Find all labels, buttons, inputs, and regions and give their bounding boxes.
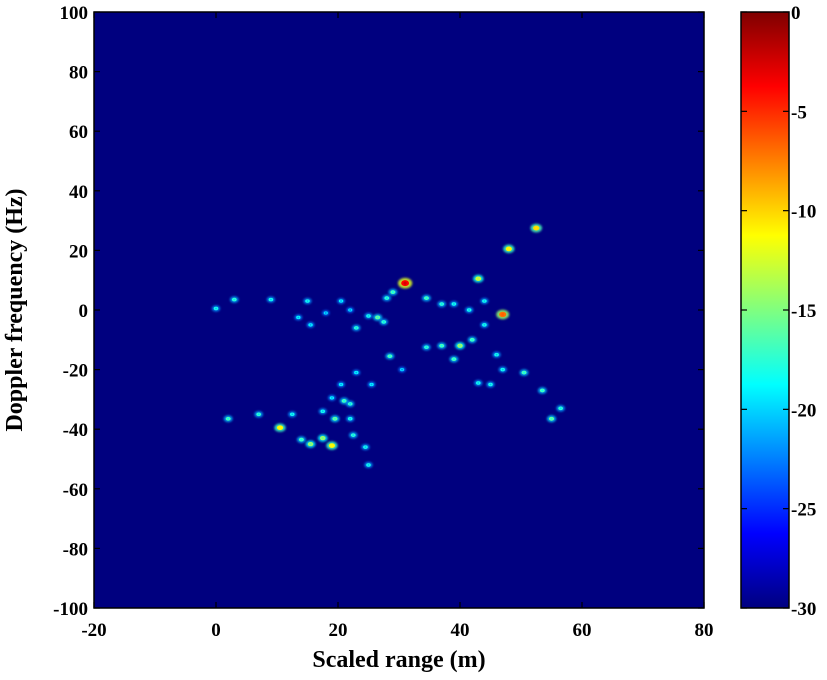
scatter-point <box>327 394 336 401</box>
y-tick-label: 0 <box>79 301 89 322</box>
scatter-point <box>364 461 373 469</box>
scatter-point <box>422 344 431 351</box>
scatter-point <box>346 415 355 422</box>
scatter-point <box>455 342 465 350</box>
scatter-point <box>437 342 447 350</box>
scatter-point <box>322 310 330 316</box>
colorbar-tick-label: -15 <box>791 301 816 322</box>
y-tick-label: -100 <box>53 599 88 620</box>
scatter-point <box>480 297 489 305</box>
y-tick-label: -60 <box>63 480 88 501</box>
y-tick-label: 20 <box>69 241 88 262</box>
scatter-point <box>465 306 474 314</box>
colorbar-tick-label: -5 <box>791 102 807 123</box>
scatter-point <box>361 443 370 451</box>
scatter-point <box>348 431 358 439</box>
scatter-point <box>379 318 389 326</box>
colorbar-tick-label: -30 <box>791 599 816 620</box>
scatter-point <box>352 324 361 332</box>
scatter-point <box>473 274 484 283</box>
x-tick-label: 0 <box>211 620 221 641</box>
x-axis-title: Scaled range (m) <box>312 647 485 673</box>
x-tick-label: 80 <box>695 620 714 641</box>
y-axis-ticks: 100 80 60 40 20 0 -20 -40 -60 -80 -100 <box>53 3 704 620</box>
scatter-point <box>467 336 477 344</box>
scatter-point <box>480 321 489 328</box>
scatter-point <box>211 305 221 312</box>
scatter-point <box>530 223 543 233</box>
scatter-point <box>364 312 373 320</box>
scatter-point <box>288 411 297 418</box>
y-tick-label: 80 <box>69 63 88 84</box>
x-axis-ticks: -20 0 20 40 60 80 <box>81 12 714 641</box>
scatter-point <box>503 244 515 254</box>
scatter-point <box>330 415 340 423</box>
colorbar-tick-label: -25 <box>791 500 816 521</box>
scatter-point <box>397 277 413 289</box>
scatter-point <box>346 307 355 313</box>
scatter-point <box>382 294 392 302</box>
scatter-point <box>385 352 395 360</box>
x-tick-label: 60 <box>573 620 592 641</box>
x-tick-label: 40 <box>451 620 470 641</box>
x-tick-label: 20 <box>329 620 348 641</box>
scatter-points <box>211 223 565 469</box>
scatter-point <box>373 313 383 321</box>
scatter-point <box>337 298 346 305</box>
scatter-point <box>223 415 233 423</box>
scatter-point <box>537 387 547 394</box>
colorbar-tick-label: -10 <box>791 202 816 223</box>
scatter-point <box>294 314 303 321</box>
scatter-point <box>492 351 501 358</box>
scatter-point <box>556 405 565 412</box>
y-axis-title: Doppler frequency (Hz) <box>2 188 28 431</box>
scatter-point <box>546 415 557 423</box>
scatter-point <box>388 288 398 296</box>
scatter-point <box>326 441 338 450</box>
scatter-point <box>486 381 495 388</box>
scatter-point <box>367 381 376 388</box>
scatter-point <box>305 440 316 448</box>
y-tick-label: 40 <box>69 182 88 203</box>
scatter-point <box>398 366 406 373</box>
y-tick-label: -20 <box>63 361 88 382</box>
y-tick-label: -40 <box>63 420 88 441</box>
scatter-point <box>498 366 507 373</box>
scatter-point <box>230 296 239 303</box>
scatter-point <box>352 369 361 376</box>
y-tick-label: 100 <box>60 3 89 24</box>
scatter-point <box>303 297 312 305</box>
scatter-point <box>337 381 346 388</box>
scatter-point <box>449 355 459 363</box>
scatter-point <box>345 400 355 408</box>
scatter-point <box>317 434 328 442</box>
scatter-point <box>474 379 483 387</box>
colorbar-tick-label: -20 <box>791 400 816 421</box>
scatter-point <box>318 408 327 415</box>
scatter-point <box>274 423 286 432</box>
scatter-point <box>296 436 306 443</box>
scatter-point <box>254 411 263 418</box>
scatter-point <box>266 296 276 303</box>
y-tick-label: 60 <box>69 122 88 143</box>
colorbar <box>740 11 790 609</box>
scatter-point <box>421 294 431 302</box>
colorbar-tick-label: 0 <box>791 3 801 24</box>
x-tick-label: -20 <box>81 620 106 641</box>
scatter-point <box>519 369 529 376</box>
scatter-point <box>449 300 459 308</box>
scatter-point <box>437 300 447 308</box>
scatter-point <box>496 309 510 320</box>
y-tick-label: -80 <box>63 539 88 560</box>
plot-area <box>94 12 704 608</box>
scatter-point <box>306 321 315 328</box>
colorbar-ticks: 0 -5 -10 -15 -20 -25 -30 <box>741 3 816 620</box>
